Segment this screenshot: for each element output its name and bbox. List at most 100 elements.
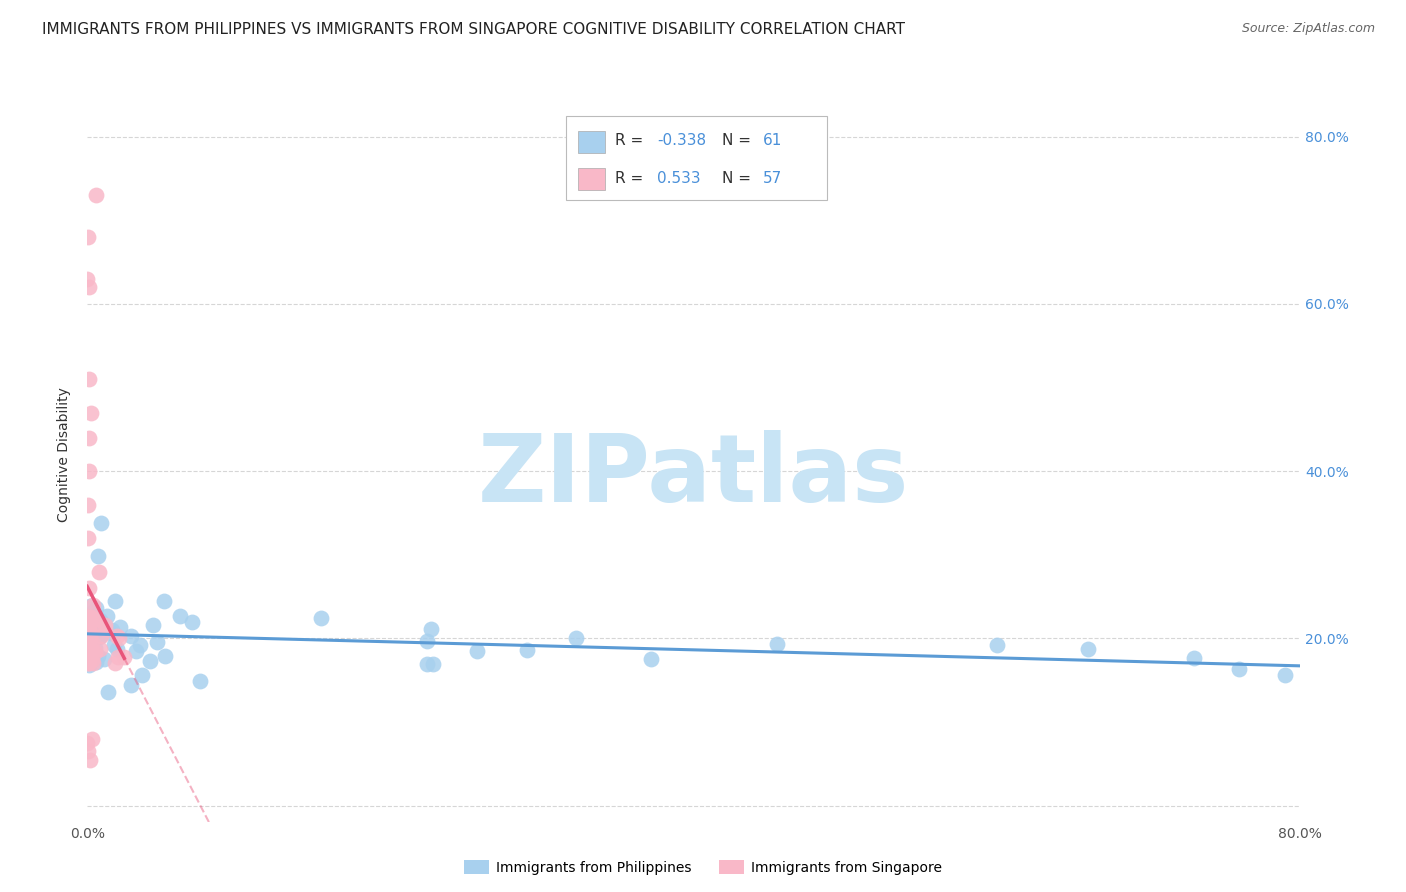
- Text: 0.533: 0.533: [657, 170, 700, 186]
- Point: [76, 744, 98, 758]
- Point: [89, 641, 111, 656]
- Point: [79, 628, 101, 642]
- Text: R =: R =: [614, 134, 648, 148]
- Point: [153, 593, 176, 607]
- Point: [107, 650, 129, 665]
- Point: [139, 654, 162, 668]
- Point: [77, 531, 100, 545]
- Text: N =: N =: [721, 134, 755, 148]
- Point: [76, 736, 98, 750]
- Point: [79, 753, 101, 767]
- Point: [145, 635, 167, 649]
- Point: [82, 656, 104, 670]
- Point: [120, 629, 142, 643]
- Point: [77, 657, 100, 671]
- Point: [766, 637, 789, 651]
- FancyBboxPatch shape: [578, 130, 605, 153]
- Point: [76, 611, 98, 625]
- Point: [79, 610, 101, 624]
- Point: [565, 631, 588, 645]
- Point: [77, 624, 100, 638]
- Point: [82, 598, 104, 612]
- Point: [1229, 662, 1251, 676]
- Point: [77, 651, 100, 665]
- Point: [79, 626, 101, 640]
- Point: [86, 549, 108, 563]
- Point: [82, 647, 104, 661]
- Point: [309, 611, 332, 625]
- Point: [76, 498, 98, 512]
- Point: [79, 612, 101, 626]
- Point: [79, 619, 101, 633]
- Point: [77, 610, 100, 624]
- Point: [84, 640, 107, 655]
- Point: [77, 581, 100, 595]
- Point: [94, 617, 117, 632]
- Point: [422, 657, 444, 671]
- Point: [129, 638, 152, 652]
- Point: [77, 646, 100, 660]
- Point: [76, 635, 98, 649]
- Point: [100, 626, 122, 640]
- FancyBboxPatch shape: [567, 116, 827, 201]
- Point: [77, 230, 100, 244]
- Point: [90, 615, 112, 630]
- Point: [87, 630, 110, 644]
- Point: [76, 271, 98, 285]
- Point: [131, 668, 153, 682]
- Point: [80, 635, 103, 649]
- Point: [90, 516, 112, 531]
- Point: [465, 644, 488, 658]
- Point: [77, 637, 100, 651]
- FancyBboxPatch shape: [578, 168, 605, 190]
- Point: [79, 626, 101, 640]
- Point: [83, 613, 105, 627]
- Point: [79, 599, 101, 613]
- Point: [84, 612, 107, 626]
- Point: [79, 406, 101, 420]
- Point: [87, 616, 110, 631]
- Point: [89, 629, 111, 643]
- Text: R =: R =: [614, 170, 648, 186]
- Point: [110, 619, 132, 633]
- Legend: Immigrants from Philippines, Immigrants from Singapore: Immigrants from Philippines, Immigrants …: [458, 855, 948, 880]
- Point: [76, 610, 98, 624]
- Point: [105, 642, 128, 657]
- Point: [76, 609, 98, 624]
- Text: -0.338: -0.338: [657, 134, 706, 148]
- Point: [181, 615, 204, 629]
- Point: [93, 623, 115, 637]
- Text: 57: 57: [763, 170, 782, 186]
- Point: [89, 613, 111, 627]
- Point: [96, 608, 118, 623]
- Point: [90, 621, 112, 635]
- Point: [76, 640, 98, 654]
- Point: [79, 641, 101, 656]
- Point: [112, 649, 135, 664]
- Point: [77, 632, 100, 646]
- Text: N =: N =: [721, 170, 755, 186]
- Point: [84, 601, 107, 615]
- Point: [80, 615, 103, 629]
- Text: IMMIGRANTS FROM PHILIPPINES VS IMMIGRANTS FROM SINGAPORE COGNITIVE DISABILITY CO: IMMIGRANTS FROM PHILIPPINES VS IMMIGRANT…: [42, 22, 905, 37]
- Point: [77, 631, 100, 645]
- Point: [79, 650, 101, 665]
- Point: [97, 685, 120, 699]
- Point: [80, 731, 103, 746]
- Point: [84, 188, 107, 202]
- Point: [80, 651, 103, 665]
- Y-axis label: Cognitive Disability: Cognitive Disability: [58, 387, 72, 522]
- Point: [77, 656, 100, 670]
- Point: [419, 622, 441, 636]
- Point: [83, 624, 105, 638]
- Point: [80, 653, 103, 667]
- Point: [76, 624, 98, 639]
- Point: [79, 632, 101, 646]
- Point: [416, 657, 439, 672]
- Point: [107, 631, 129, 645]
- Point: [105, 629, 128, 643]
- Point: [1182, 651, 1205, 665]
- Text: 61: 61: [763, 134, 782, 148]
- Point: [1077, 642, 1099, 657]
- Point: [101, 623, 124, 637]
